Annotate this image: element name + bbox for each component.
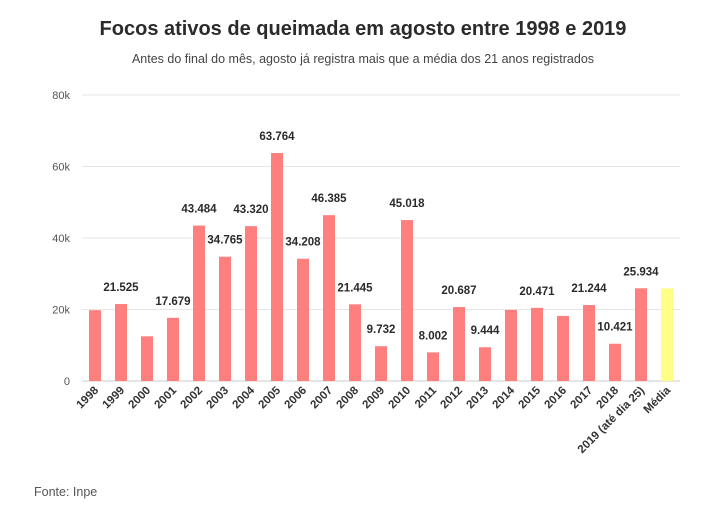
data-label: 10.421 — [597, 322, 633, 334]
y-tick-label: 80k — [52, 90, 70, 102]
data-label: 17.679 — [155, 296, 190, 308]
x-tick-label: 2010 — [387, 385, 414, 412]
x-tick-label: 2000 — [127, 385, 154, 412]
bar-2003 — [219, 256, 231, 381]
x-tick-label: 2014 — [491, 384, 518, 411]
data-label: 43.320 — [233, 204, 268, 216]
x-tick-label: 2003 — [205, 385, 232, 412]
data-label: 21.445 — [337, 282, 373, 294]
data-label: 25.934 — [623, 266, 659, 278]
bar-1998 — [89, 310, 101, 381]
x-tick-label: 2008 — [335, 384, 362, 411]
bar-2017 — [583, 305, 595, 381]
bar-2016 — [557, 315, 569, 381]
bar-2012 — [453, 307, 465, 381]
data-label: 20.687 — [441, 285, 476, 297]
data-label: 8.002 — [419, 330, 448, 342]
data-label: 21.244 — [571, 283, 607, 295]
x-tick-label: 2001 — [153, 384, 180, 411]
bar-1999 — [115, 304, 127, 381]
y-tick-label: 60k — [52, 162, 70, 174]
bar-2010 — [401, 220, 413, 381]
bar-2001 — [167, 317, 179, 381]
bar-2008 — [349, 304, 361, 381]
data-label: 34.765 — [207, 235, 243, 247]
source-note: Fonte: Inpe — [34, 485, 98, 499]
x-tick-label: 1998 — [75, 384, 102, 411]
bar-2007 — [323, 215, 335, 381]
chart-title: Focos ativos de queimada em agosto entre… — [99, 18, 627, 40]
data-label: 63.764 — [259, 131, 295, 143]
data-label: 9.732 — [367, 324, 396, 336]
x-tick-label: 2009 — [361, 385, 388, 412]
x-tick-label: 2005 — [257, 384, 284, 411]
bar-2002 — [193, 225, 205, 381]
x-tick-label: 2012 — [439, 385, 466, 412]
x-tick-label: 2007 — [309, 385, 336, 412]
bar-2004 — [245, 226, 257, 381]
x-tick-label: 2016 — [543, 385, 570, 412]
bar-2005 — [271, 153, 283, 381]
bar-2011 — [427, 352, 439, 381]
bar-2013 — [479, 347, 491, 381]
bar-2000 — [141, 336, 153, 381]
y-tick-label: 40k — [52, 233, 70, 245]
bar-2009 — [375, 346, 387, 381]
data-label: 20.471 — [519, 286, 555, 298]
bar-2014 — [505, 309, 517, 381]
y-tick-label: 0 — [64, 376, 70, 388]
data-label: 45.018 — [389, 198, 425, 210]
x-tick-label: 2006 — [283, 385, 310, 412]
x-tick-label: Média — [642, 384, 674, 416]
data-label: 43.484 — [181, 204, 217, 216]
x-tick-label: 2017 — [569, 385, 596, 412]
bar-2018 — [609, 343, 621, 381]
chart-subtitle: Antes do final do mês, agosto já registr… — [131, 52, 595, 66]
data-label: 46.385 — [311, 193, 347, 205]
x-tick-label: 2013 — [465, 385, 492, 412]
x-tick-label: 1999 — [101, 385, 128, 412]
x-tick-label: 2011 — [413, 384, 440, 411]
bar-2006 — [297, 258, 309, 381]
x-tick-label: 2004 — [231, 384, 258, 411]
bar-2019-at-dia-25- — [635, 288, 647, 381]
x-tick-label: 2002 — [179, 385, 206, 412]
data-label: 9.444 — [471, 325, 500, 337]
x-tick-label: 2015 — [517, 384, 544, 411]
data-label: 21.525 — [103, 282, 139, 294]
data-label: 34.208 — [285, 237, 321, 249]
bar-2015 — [531, 307, 543, 381]
bar-m-dia — [661, 288, 673, 381]
bar-chart: 0 20k 40k 60k 80k 1998 21.525 1999 2000 17.679 200… — [52, 90, 680, 456]
y-tick-label: 20k — [52, 305, 70, 317]
